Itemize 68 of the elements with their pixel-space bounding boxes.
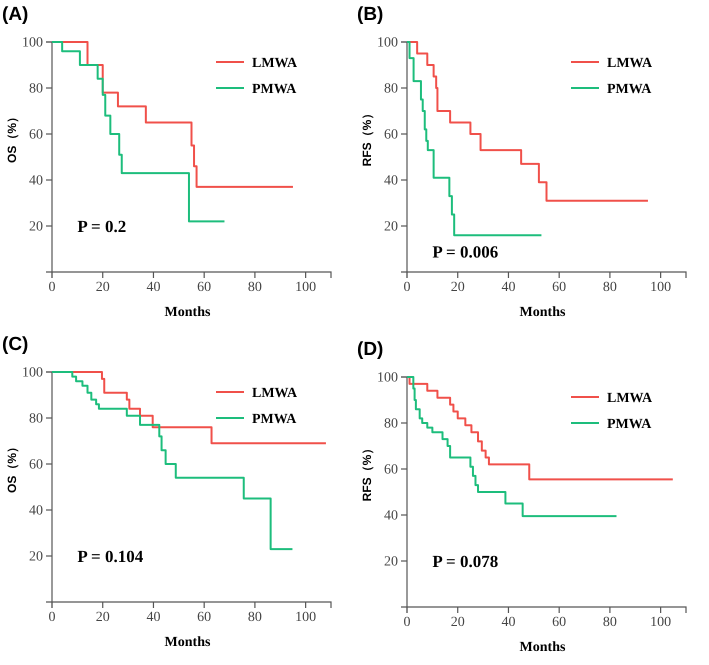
- chart-title: (C): [2, 334, 28, 355]
- y-tick-label: 100: [22, 365, 43, 380]
- x-tick-label: 100: [650, 280, 672, 295]
- y-tick-label: 60: [29, 457, 43, 472]
- x-tick-label: 60: [552, 614, 566, 630]
- x-tick-label: 60: [552, 280, 566, 295]
- legend-label: LMWA: [252, 386, 298, 401]
- x-axis-title: Months: [520, 305, 566, 320]
- chart-title: (D): [357, 339, 384, 360]
- x-tick-label: 80: [248, 280, 262, 295]
- x-axis-title: Months: [164, 305, 211, 320]
- x-tick-label: 80: [602, 280, 617, 295]
- chart-title: (A): [2, 4, 28, 25]
- x-tick-label: 40: [146, 610, 160, 625]
- x-tick-label: 40: [146, 280, 160, 295]
- y-tick-label: 20: [384, 554, 398, 570]
- y-tick-label: 20: [29, 219, 43, 234]
- x-axis-title: Months: [164, 635, 211, 650]
- annotation: P = 0.078: [432, 552, 498, 571]
- x-tick-label: 40: [501, 280, 516, 295]
- x-tick-label: 20: [450, 614, 465, 630]
- x-tick-label: 0: [48, 610, 56, 625]
- y-tick-label: 20: [384, 219, 398, 234]
- annotation: P = 0.104: [77, 547, 144, 566]
- legend-label: PMWA: [607, 417, 652, 432]
- legend-label: PMWA: [252, 412, 298, 427]
- y-tick-label: 100: [22, 35, 43, 50]
- legend-label: LMWA: [252, 56, 298, 71]
- x-tick-label: 0: [404, 614, 410, 630]
- x-axis-title: Months: [520, 640, 566, 655]
- annotation: P = 0.2: [77, 217, 126, 236]
- y-tick-label: 40: [384, 173, 398, 188]
- x-tick-label: 80: [602, 614, 617, 630]
- x-tick-label: 0: [404, 280, 410, 295]
- y-tick-label: 60: [29, 127, 43, 142]
- y-tick-label: 60: [384, 127, 398, 142]
- legend-label: PMWA: [252, 82, 298, 97]
- x-tick-label: 100: [650, 614, 672, 630]
- x-tick-label: 20: [450, 280, 465, 295]
- y-axis-title: RFS（%）: [360, 442, 374, 502]
- x-tick-label: 20: [96, 610, 110, 625]
- chart-title: (B): [357, 4, 384, 25]
- y-tick-label: 60: [384, 462, 398, 478]
- x-tick-label: 0: [48, 280, 56, 295]
- x-tick-label: 60: [197, 610, 212, 625]
- y-tick-label: 40: [29, 173, 43, 188]
- y-tick-label: 100: [377, 35, 398, 50]
- x-tick-label: 100: [295, 610, 316, 625]
- x-tick-label: 80: [248, 610, 262, 625]
- y-axis-title: OS（%）: [5, 110, 19, 164]
- annotation: P = 0.006: [432, 242, 498, 262]
- y-axis-title: RFS（%）: [360, 108, 374, 166]
- y-tick-label: 40: [384, 508, 398, 524]
- y-tick-label: 80: [29, 81, 43, 96]
- x-tick-label: 100: [295, 280, 316, 295]
- legend-label: PMWA: [607, 82, 652, 97]
- x-tick-label: 20: [96, 280, 110, 295]
- x-tick-label: 40: [501, 614, 516, 630]
- y-tick-label: 80: [384, 416, 398, 432]
- x-tick-label: 60: [197, 280, 212, 295]
- y-tick-label: 80: [384, 81, 398, 96]
- y-tick-label: 80: [29, 411, 43, 426]
- y-tick-label: 100: [377, 370, 398, 386]
- legend-label: LMWA: [607, 391, 653, 406]
- legend-label: LMWA: [607, 56, 653, 71]
- y-tick-label: 20: [29, 549, 43, 564]
- y-tick-label: 40: [29, 503, 43, 518]
- y-axis-title: OS（%）: [5, 440, 19, 494]
